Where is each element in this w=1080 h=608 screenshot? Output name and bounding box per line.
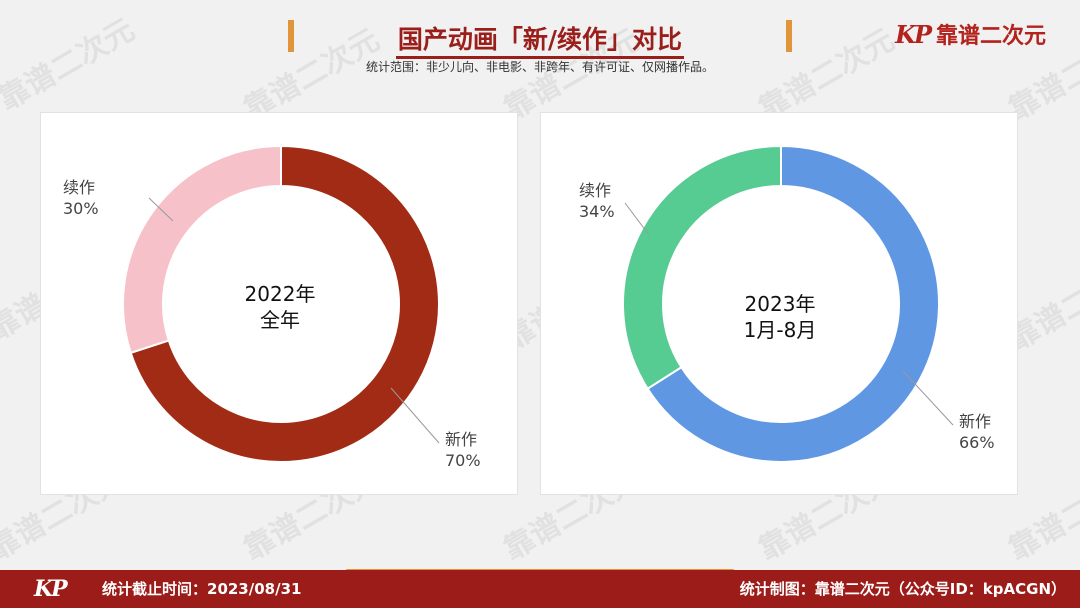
slice-category: 新作: [959, 412, 992, 431]
slice-category: 续作: [63, 178, 96, 197]
slice-category: 新作: [445, 430, 478, 449]
brand-logo: KP 靠谱二次元: [895, 18, 1046, 50]
center-label-year: 2022年: [244, 282, 316, 306]
donut-slice-续作: [622, 144, 782, 391]
slice-percent: 34%: [579, 202, 615, 221]
title-accent-left: [288, 20, 294, 52]
footer-bar: KP 统计截止时间：2023/08/31 统计制图：靠谱二次元（公众号ID：kp…: [0, 570, 1080, 608]
donut-slice-新作: [646, 144, 940, 463]
donut-slice-新作: [129, 144, 440, 463]
leader-line: [624, 202, 650, 236]
footer-logo-icon: KP: [34, 576, 68, 602]
center-label-year: 2023年: [744, 292, 816, 316]
logo-mark-icon: KP: [895, 19, 932, 49]
slice-percent: 70%: [445, 451, 481, 470]
slice-percent: 30%: [63, 199, 99, 218]
title-accent-right: [786, 20, 792, 52]
slice-label-new: 新作 66%: [959, 411, 995, 453]
donut-slice-续作: [122, 144, 282, 355]
page-title-text: 国产动画「新/续作」对比: [395, 25, 685, 59]
footer-cutoff-date: 统计截止时间：2023/08/31: [102, 580, 302, 598]
slice-percent: 66%: [959, 433, 995, 452]
slice-label-sequel: 续作 30%: [63, 177, 99, 219]
slice-label-new: 新作 70%: [445, 429, 481, 471]
chart-panel-2023: 2023年 1月-8月 续作 34% 新作 66%: [540, 112, 1018, 495]
page-title: 国产动画「新/续作」对比: [0, 20, 1080, 59]
center-label-period: 1月-8月: [743, 318, 817, 342]
leader-line: [390, 387, 440, 444]
center-label-2022: 2022年 全年: [200, 281, 360, 333]
center-label-2023: 2023年 1月-8月: [700, 291, 860, 343]
logo-text: 靠谱二次元: [935, 24, 1046, 49]
footer-credit: 统计制图：靠谱二次元（公众号ID：kpACGN）: [739, 580, 1066, 598]
center-label-period: 全年: [260, 308, 300, 332]
donut-chart-2022: [122, 144, 440, 463]
slice-label-sequel: 续作 34%: [579, 180, 615, 222]
slice-category: 续作: [579, 181, 612, 200]
donut-chart-2023: [622, 144, 954, 463]
leader-line: [902, 370, 954, 426]
chart-panel-2022: 2022年 全年 续作 30% 新作 70%: [40, 112, 518, 495]
page-subtitle: 统计范围：非少儿向、非电影、非跨年、有许可证、仅网播作品。: [365, 60, 714, 74]
leader-line: [148, 197, 174, 222]
